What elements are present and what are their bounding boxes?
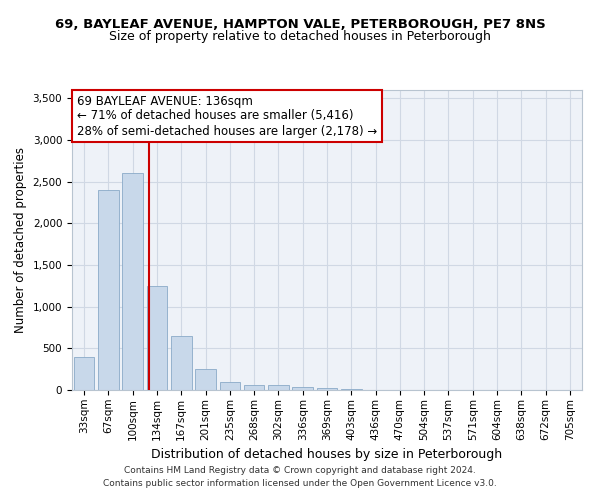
Text: 69 BAYLEAF AVENUE: 136sqm
← 71% of detached houses are smaller (5,416)
28% of se: 69 BAYLEAF AVENUE: 136sqm ← 71% of detac… (77, 94, 377, 138)
Bar (98, 190, 119, 390)
Bar (146, 286, 167, 390)
Bar (292, 386, 313, 390)
Bar (171, 336, 191, 390)
Bar (341, 389, 362, 390)
Bar (244, 385, 265, 390)
Bar (74, 356, 94, 390)
X-axis label: Distribution of detached houses by size in Peterborough: Distribution of detached houses by size … (151, 448, 503, 461)
Bar (268, 386, 289, 390)
Text: 69, BAYLEAF AVENUE, HAMPTON VALE, PETERBOROUGH, PE7 8NS: 69, BAYLEAF AVENUE, HAMPTON VALE, PETERB… (55, 18, 545, 30)
Bar (122, 174, 143, 390)
Y-axis label: Number of detached properties: Number of detached properties (14, 147, 27, 333)
Bar (195, 369, 216, 390)
Text: Contains HM Land Registry data © Crown copyright and database right 2024.
Contai: Contains HM Land Registry data © Crown c… (103, 466, 497, 487)
Text: Size of property relative to detached houses in Peterborough: Size of property relative to detached ho… (109, 30, 491, 43)
Bar (220, 382, 240, 390)
Bar (317, 388, 337, 390)
